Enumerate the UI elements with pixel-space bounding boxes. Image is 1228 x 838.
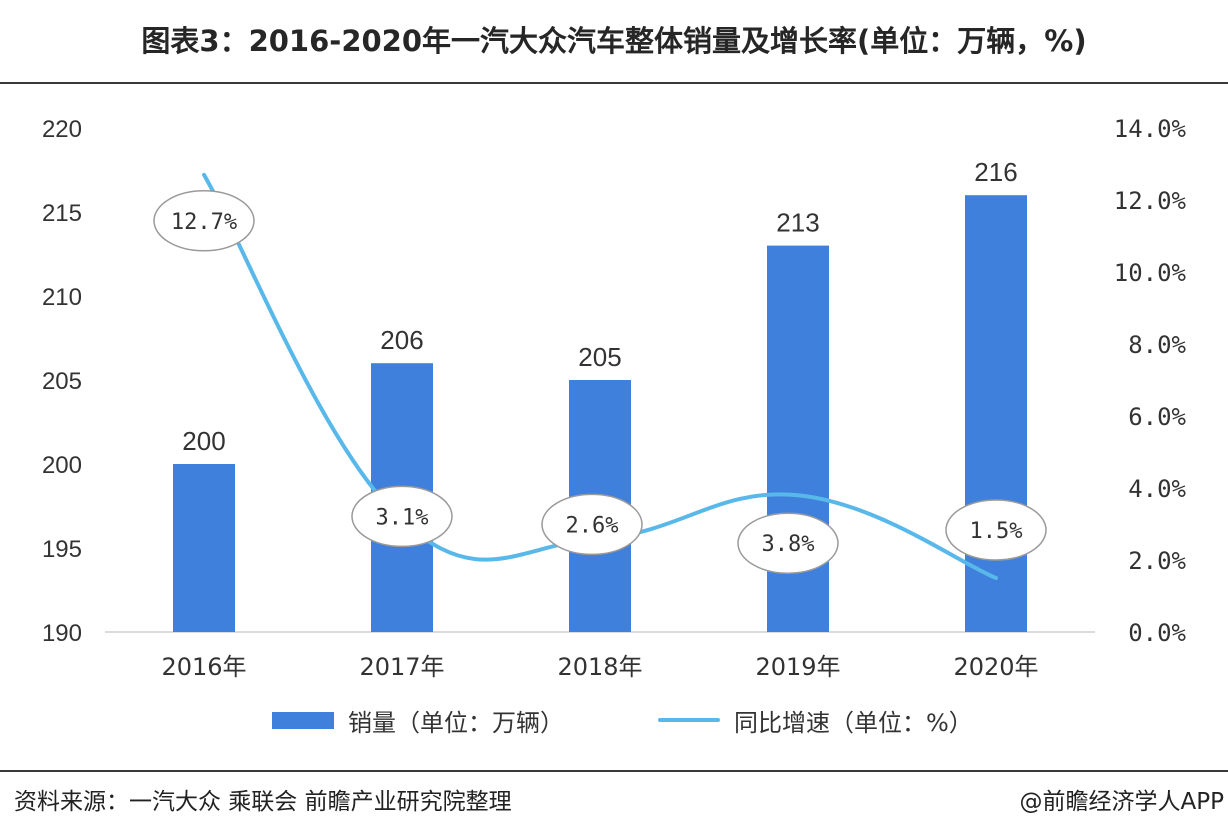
growth-rate-label: 3.1%: [376, 505, 429, 530]
left-axis-tick-label: 210: [42, 284, 82, 311]
growth-rate-callout: 3.8%: [737, 512, 839, 574]
right-axis-tick-label: 6.0%: [1128, 403, 1186, 431]
growth-rate-callout: 1.5%: [945, 499, 1047, 561]
right-axis-tick-label: 2.0%: [1128, 547, 1186, 575]
x-axis-category-label: 2016年: [161, 653, 246, 681]
footer-divider: [0, 770, 1228, 772]
chart-title: 图表3：2016-2020年一汽大众汽车整体销量及增长率(单位：万辆，%): [141, 24, 1087, 58]
sales-bar-label: 200: [182, 426, 225, 456]
chart-legend: 销量（单位：万辆） 同比增速（单位：%）: [0, 702, 1228, 738]
legend-swatch-growth: [658, 718, 720, 722]
chart-canvas: 190 195 200 205 210 215 220 0.0% 2.0% 4.0% 6.0% 8.0…: [42, 115, 1187, 681]
credit-note: @前瞻经济学人APP: [1019, 789, 1224, 815]
right-axis-tick-label: 10.0%: [1114, 259, 1187, 287]
right-axis-tick-label: 8.0%: [1128, 331, 1186, 359]
sales-bar-label: 216: [974, 157, 1017, 187]
sales-bar: [767, 245, 829, 632]
growth-rate-label: 3.8%: [762, 532, 815, 557]
sales-bar-label: 206: [380, 325, 423, 355]
left-axis-tick-label: 195: [42, 536, 82, 563]
right-axis-tick-label: 14.0%: [1114, 115, 1187, 143]
growth-rate-callout-ellipse: [737, 512, 839, 574]
growth-rate-callout-ellipse: [153, 190, 255, 252]
title-divider: [0, 82, 1228, 84]
sales-bar: [173, 464, 235, 632]
growth-rate-callout-ellipse: [541, 493, 643, 556]
growth-rate-label: 12.7%: [171, 210, 237, 235]
growth-rate-callout: 2.6%: [541, 493, 643, 556]
x-axis-category-label: 2019年: [755, 653, 840, 681]
x-axis-category-label: 2018年: [557, 653, 642, 681]
source-note: 资料来源：一汽大众 乘联会 前瞻产业研究院整理: [14, 789, 512, 815]
x-axis-category-label: 2020年: [953, 653, 1038, 681]
growth-rate-callout-ellipse: [351, 485, 453, 548]
sales-bar-label: 213: [776, 208, 819, 238]
left-axis-tick-label: 215: [42, 200, 82, 227]
growth-rate-callout: 3.1%: [351, 485, 453, 548]
legend-item-sales: 销量（单位：万辆）: [272, 702, 564, 738]
x-axis-category-label: 2017年: [359, 653, 444, 681]
growth-rate-label: 2.6%: [566, 513, 619, 538]
legend-item-growth: 同比增速（单位：%）: [658, 702, 973, 738]
left-axis-tick-label: 205: [42, 368, 82, 395]
left-axis-tick-label: 200: [42, 452, 82, 479]
growth-rate-label: 1.5%: [970, 519, 1023, 544]
legend-label-sales: 销量（单位：万辆）: [348, 708, 564, 737]
sales-bar-label: 205: [578, 342, 621, 372]
legend-swatch-sales: [272, 711, 334, 729]
right-axis-tick-label: 0.0%: [1128, 619, 1186, 647]
left-axis-tick-label: 220: [42, 116, 82, 143]
growth-rate-callout: 12.7%: [153, 190, 255, 252]
right-axis-tick-label: 12.0%: [1114, 187, 1187, 215]
growth-rate-callout-ellipse: [945, 499, 1047, 561]
left-axis-tick-label: 190: [42, 620, 82, 647]
legend-label-growth: 同比增速（单位：%）: [734, 708, 973, 737]
right-axis-tick-label: 4.0%: [1128, 475, 1186, 503]
